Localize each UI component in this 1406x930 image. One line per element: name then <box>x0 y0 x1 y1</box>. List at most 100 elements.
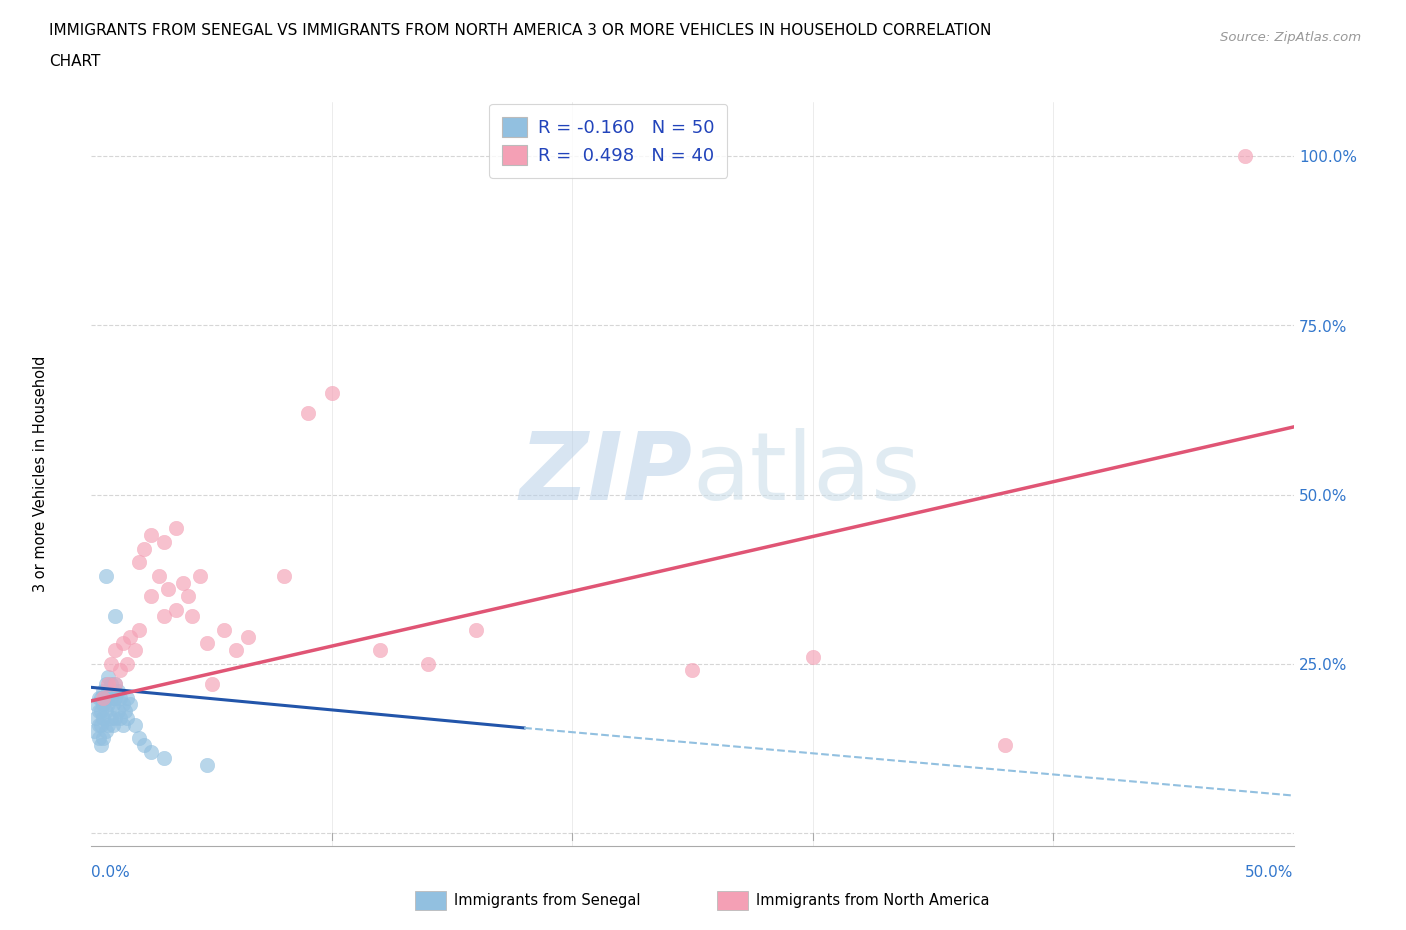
Point <box>297 406 319 421</box>
Point <box>124 643 146 658</box>
Point <box>465 622 488 637</box>
Point <box>124 717 146 732</box>
Text: CHART: CHART <box>49 54 101 69</box>
Point <box>118 697 141 711</box>
Point <box>111 697 134 711</box>
Point <box>101 684 124 698</box>
Text: Source: ZipAtlas.com: Source: ZipAtlas.com <box>1220 31 1361 44</box>
Point <box>321 386 343 401</box>
Point <box>104 643 127 658</box>
Point <box>994 737 1017 752</box>
Text: IMMIGRANTS FROM SENEGAL VS IMMIGRANTS FROM NORTH AMERICA 3 OR MORE VEHICLES IN H: IMMIGRANTS FROM SENEGAL VS IMMIGRANTS FR… <box>49 23 991 38</box>
Point <box>93 731 115 746</box>
Text: Immigrants from North America: Immigrants from North America <box>756 893 990 908</box>
Point <box>100 657 122 671</box>
Point <box>134 737 156 752</box>
Point <box>801 649 824 664</box>
Point <box>104 711 127 725</box>
Point <box>128 555 150 570</box>
Point <box>681 663 703 678</box>
Point <box>201 676 224 691</box>
Point <box>101 717 124 732</box>
Point <box>117 657 139 671</box>
Point <box>94 568 117 583</box>
Point <box>87 731 110 746</box>
Point <box>111 717 134 732</box>
Point <box>90 717 112 732</box>
Point <box>128 622 150 637</box>
Text: Immigrants from Senegal: Immigrants from Senegal <box>454 893 641 908</box>
Point <box>273 568 295 583</box>
Point <box>141 589 163 604</box>
Point <box>110 711 132 725</box>
Text: atlas: atlas <box>692 429 921 520</box>
Point <box>84 697 107 711</box>
Point <box>141 527 163 542</box>
Point <box>100 711 122 725</box>
Text: ZIP: ZIP <box>520 429 692 520</box>
Point <box>114 704 136 719</box>
Point <box>104 609 127 624</box>
Point <box>117 690 139 705</box>
Point <box>188 568 211 583</box>
Point <box>195 758 218 773</box>
Point <box>236 630 259 644</box>
Point <box>97 717 120 732</box>
Point <box>104 676 127 691</box>
Point <box>104 690 127 705</box>
Point <box>94 690 117 705</box>
Point <box>128 731 150 746</box>
Point <box>87 717 110 732</box>
Point <box>104 676 127 691</box>
Text: 50.0%: 50.0% <box>1246 865 1294 880</box>
Text: 3 or more Vehicles in Household: 3 or more Vehicles in Household <box>34 356 48 592</box>
Point <box>165 602 187 617</box>
Point <box>152 535 174 550</box>
Point <box>110 690 132 705</box>
Point <box>97 676 120 691</box>
Point <box>94 676 117 691</box>
Point <box>90 737 112 752</box>
Point <box>93 684 115 698</box>
Legend: R = -0.160   N = 50, R =  0.498   N = 40: R = -0.160 N = 50, R = 0.498 N = 40 <box>489 104 727 179</box>
Point <box>97 684 120 698</box>
Point <box>87 704 110 719</box>
Point <box>225 643 247 658</box>
Point <box>172 575 194 590</box>
Point <box>1234 149 1257 164</box>
Point <box>87 690 110 705</box>
Point <box>84 711 107 725</box>
Point <box>111 636 134 651</box>
Point <box>416 657 439 671</box>
Point <box>141 744 163 759</box>
Point <box>100 676 122 691</box>
Point <box>152 609 174 624</box>
Point <box>181 609 204 624</box>
Point <box>90 704 112 719</box>
Point <box>100 690 122 705</box>
Point <box>118 630 141 644</box>
Point <box>148 568 170 583</box>
Point <box>97 697 120 711</box>
Point <box>157 582 180 597</box>
Point <box>93 690 115 705</box>
Point <box>93 711 115 725</box>
Point <box>212 622 235 637</box>
Point <box>83 724 105 738</box>
Point <box>94 704 117 719</box>
Point <box>101 697 124 711</box>
Point <box>152 751 174 765</box>
Point <box>165 521 187 536</box>
Point <box>117 711 139 725</box>
Point <box>195 636 218 651</box>
Point <box>176 589 198 604</box>
Point <box>97 670 120 684</box>
Point <box>93 697 115 711</box>
Point <box>134 541 156 556</box>
Point <box>368 643 391 658</box>
Point <box>107 704 129 719</box>
Point <box>107 684 129 698</box>
Point <box>90 690 112 705</box>
Point <box>110 663 132 678</box>
Text: 0.0%: 0.0% <box>91 865 131 880</box>
